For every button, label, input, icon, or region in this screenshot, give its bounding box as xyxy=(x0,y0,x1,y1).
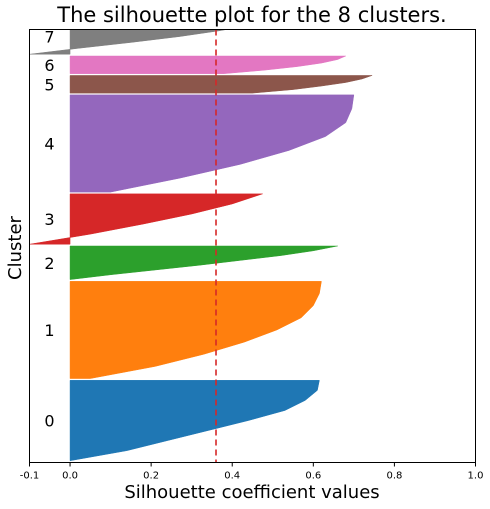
cluster-0-area xyxy=(69,380,320,462)
y-axis-label: Cluster xyxy=(5,215,26,279)
cluster-3-label: 3 xyxy=(44,210,54,229)
x-tick-label: 0.8 xyxy=(386,471,402,482)
cluster-5-label: 5 xyxy=(44,75,54,94)
cluster-4-area xyxy=(69,94,355,193)
silhouette-areas xyxy=(29,29,373,462)
cluster-2-area xyxy=(69,245,338,280)
cluster-5-area xyxy=(69,75,373,94)
cluster-7-label: 7 xyxy=(44,28,54,47)
x-tick-label: 0.2 xyxy=(143,471,159,482)
cluster-3-area xyxy=(29,193,263,245)
x-axis-label: Silhouette coefficient values xyxy=(124,482,379,503)
x-axis-ticks: -0.1 0.0 0.2 0.4 0.6 0.8 1.0 xyxy=(20,462,484,482)
cluster-6-area xyxy=(69,55,346,74)
cluster-0-label: 0 xyxy=(44,412,54,431)
x-tick-label: 0.0 xyxy=(62,471,78,482)
chart-title: The silhouette plot for the 8 clusters. xyxy=(56,3,446,27)
cluster-6-label: 6 xyxy=(44,56,54,75)
x-tick-label: 0.4 xyxy=(224,471,240,482)
x-tick-label: -0.1 xyxy=(20,471,40,482)
cluster-4-label: 4 xyxy=(44,134,54,153)
cluster-1-label: 1 xyxy=(44,321,54,340)
cluster-1-area xyxy=(69,281,322,379)
x-tick-label: 0.6 xyxy=(305,471,321,482)
cluster-7-area xyxy=(29,29,228,55)
x-tick-label: 1.0 xyxy=(468,471,484,482)
cluster-labels: 0 1 2 3 4 56 7 xyxy=(44,28,54,431)
cluster-2-label: 2 xyxy=(44,254,54,273)
plot-frame xyxy=(29,29,476,463)
